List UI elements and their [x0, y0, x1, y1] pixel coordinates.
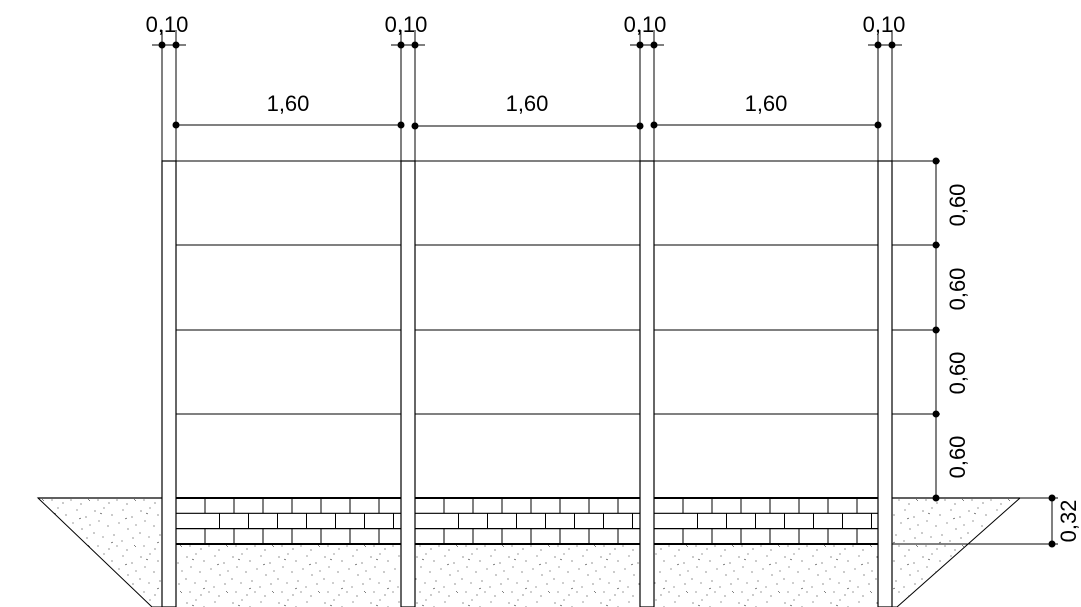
panel-height-label-4: 0,60	[945, 436, 970, 479]
brick-bay-1	[175, 497, 402, 545]
brick-bay-3	[653, 497, 879, 545]
post-width-label-1: 0,10	[146, 12, 189, 37]
post-3	[639, 160, 655, 607]
brick-footing	[175, 497, 879, 545]
fence-panels	[162, 160, 892, 499]
footing-height-dimension: 0,32	[892, 494, 1081, 548]
posts	[161, 160, 893, 607]
panel-height-label-1: 0,60	[945, 184, 970, 227]
brick-bay-2	[414, 497, 641, 545]
post-width-label-2: 0,10	[385, 12, 428, 37]
bay-width-label-3: 1,60	[745, 91, 788, 116]
post-4	[877, 160, 893, 607]
panel-height-dimensions: 0,60 0,60 0,60 0,60	[892, 157, 970, 502]
bay-width-label-2: 1,60	[506, 91, 549, 116]
ground-bay-3	[654, 544, 878, 607]
ground-left-wedge	[36, 497, 163, 607]
bay-width-label-1: 1,60	[267, 91, 310, 116]
panel-height-label-2: 0,60	[945, 268, 970, 311]
post-width-dimensions: 0,10 0,10 0,10 0,10	[146, 12, 906, 161]
post-2	[400, 160, 416, 607]
post-width-label-3: 0,10	[624, 12, 667, 37]
ground-bay-2	[415, 544, 640, 607]
ground-section	[36, 497, 1022, 607]
footing-height-label: 0,32	[1056, 500, 1081, 543]
bay-width-dimensions: 1,60 1,60 1,60	[172, 91, 882, 130]
ground-bay-1	[176, 544, 401, 607]
post-width-label-4: 0,10	[863, 12, 906, 37]
post-1	[161, 160, 177, 607]
ground-right-wedge	[891, 497, 1022, 607]
panel-height-label-3: 0,60	[945, 352, 970, 395]
